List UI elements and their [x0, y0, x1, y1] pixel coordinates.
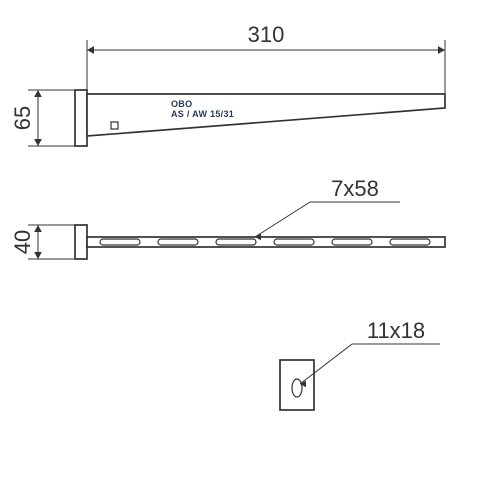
square-hole	[111, 122, 118, 129]
slot	[390, 239, 430, 245]
dim-height-65: 65	[10, 106, 35, 130]
detail-hole	[292, 379, 302, 397]
model-label: AS / AW 15/31	[171, 109, 234, 119]
bracket-body-side	[87, 94, 445, 136]
dim-height-40: 40	[10, 230, 35, 254]
dim-slot-7x58: 7x58	[331, 176, 379, 201]
mount-plate-side	[75, 90, 87, 146]
slot	[216, 239, 256, 245]
dim-hole-11x18: 11x18	[367, 318, 425, 343]
slot	[100, 239, 140, 245]
slot	[332, 239, 372, 245]
brand-label: OBO	[171, 99, 192, 109]
mount-plate-top	[75, 225, 87, 259]
slot	[274, 239, 314, 245]
slot	[158, 239, 198, 245]
dim-length-310: 310	[248, 22, 285, 47]
